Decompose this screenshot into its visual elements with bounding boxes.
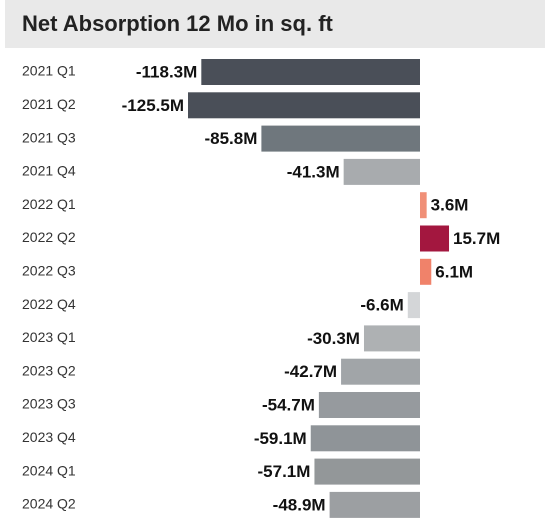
value-label: 6.1M xyxy=(435,262,473,281)
category-label: 2023 Q3 xyxy=(22,396,76,412)
bar xyxy=(420,225,450,252)
category-label: 2023 Q2 xyxy=(22,362,76,378)
value-label: -41.3M xyxy=(287,162,340,181)
bar xyxy=(318,392,420,418)
bar xyxy=(420,258,432,285)
bar xyxy=(310,425,420,452)
category-label: 2023 Q4 xyxy=(22,429,76,445)
bar xyxy=(314,458,420,485)
value-label: -48.9M xyxy=(273,495,326,514)
bar xyxy=(343,158,420,185)
category-label: 2021 Q2 xyxy=(22,96,76,112)
value-label: -118.3M xyxy=(136,62,197,81)
bar xyxy=(407,292,420,319)
category-label: 2022 Q4 xyxy=(22,296,76,312)
category-label: 2023 Q1 xyxy=(22,329,76,345)
value-label: -57.1M xyxy=(258,462,311,481)
value-label: -54.7M xyxy=(262,395,315,414)
bar xyxy=(201,59,420,85)
value-label: -30.3M xyxy=(307,329,360,348)
bar xyxy=(341,358,420,385)
title-bar xyxy=(5,0,545,48)
value-label: -85.8M xyxy=(204,129,257,148)
category-label: 2022 Q2 xyxy=(22,229,76,245)
category-label: 2024 Q2 xyxy=(22,496,76,512)
value-label: 3.6M xyxy=(431,196,469,215)
bar xyxy=(188,92,420,119)
category-label: 2022 Q3 xyxy=(22,263,76,279)
value-label: -42.7M xyxy=(284,362,337,381)
value-label: -6.6M xyxy=(360,296,403,315)
category-label: 2021 Q1 xyxy=(22,63,76,79)
category-label: 2022 Q1 xyxy=(22,196,76,212)
bar xyxy=(261,125,420,152)
bar xyxy=(329,491,420,518)
bar xyxy=(363,325,420,352)
value-label: 15.7M xyxy=(453,229,500,248)
category-label: 2021 Q4 xyxy=(22,163,76,179)
category-label: 2024 Q1 xyxy=(22,462,76,478)
chart-title: Net Absorption 12 Mo in sq. ft xyxy=(22,11,334,36)
value-label: -59.1M xyxy=(254,429,307,448)
category-label: 2021 Q3 xyxy=(22,129,76,145)
value-label: -125.5M xyxy=(122,96,184,115)
bar xyxy=(420,192,427,219)
